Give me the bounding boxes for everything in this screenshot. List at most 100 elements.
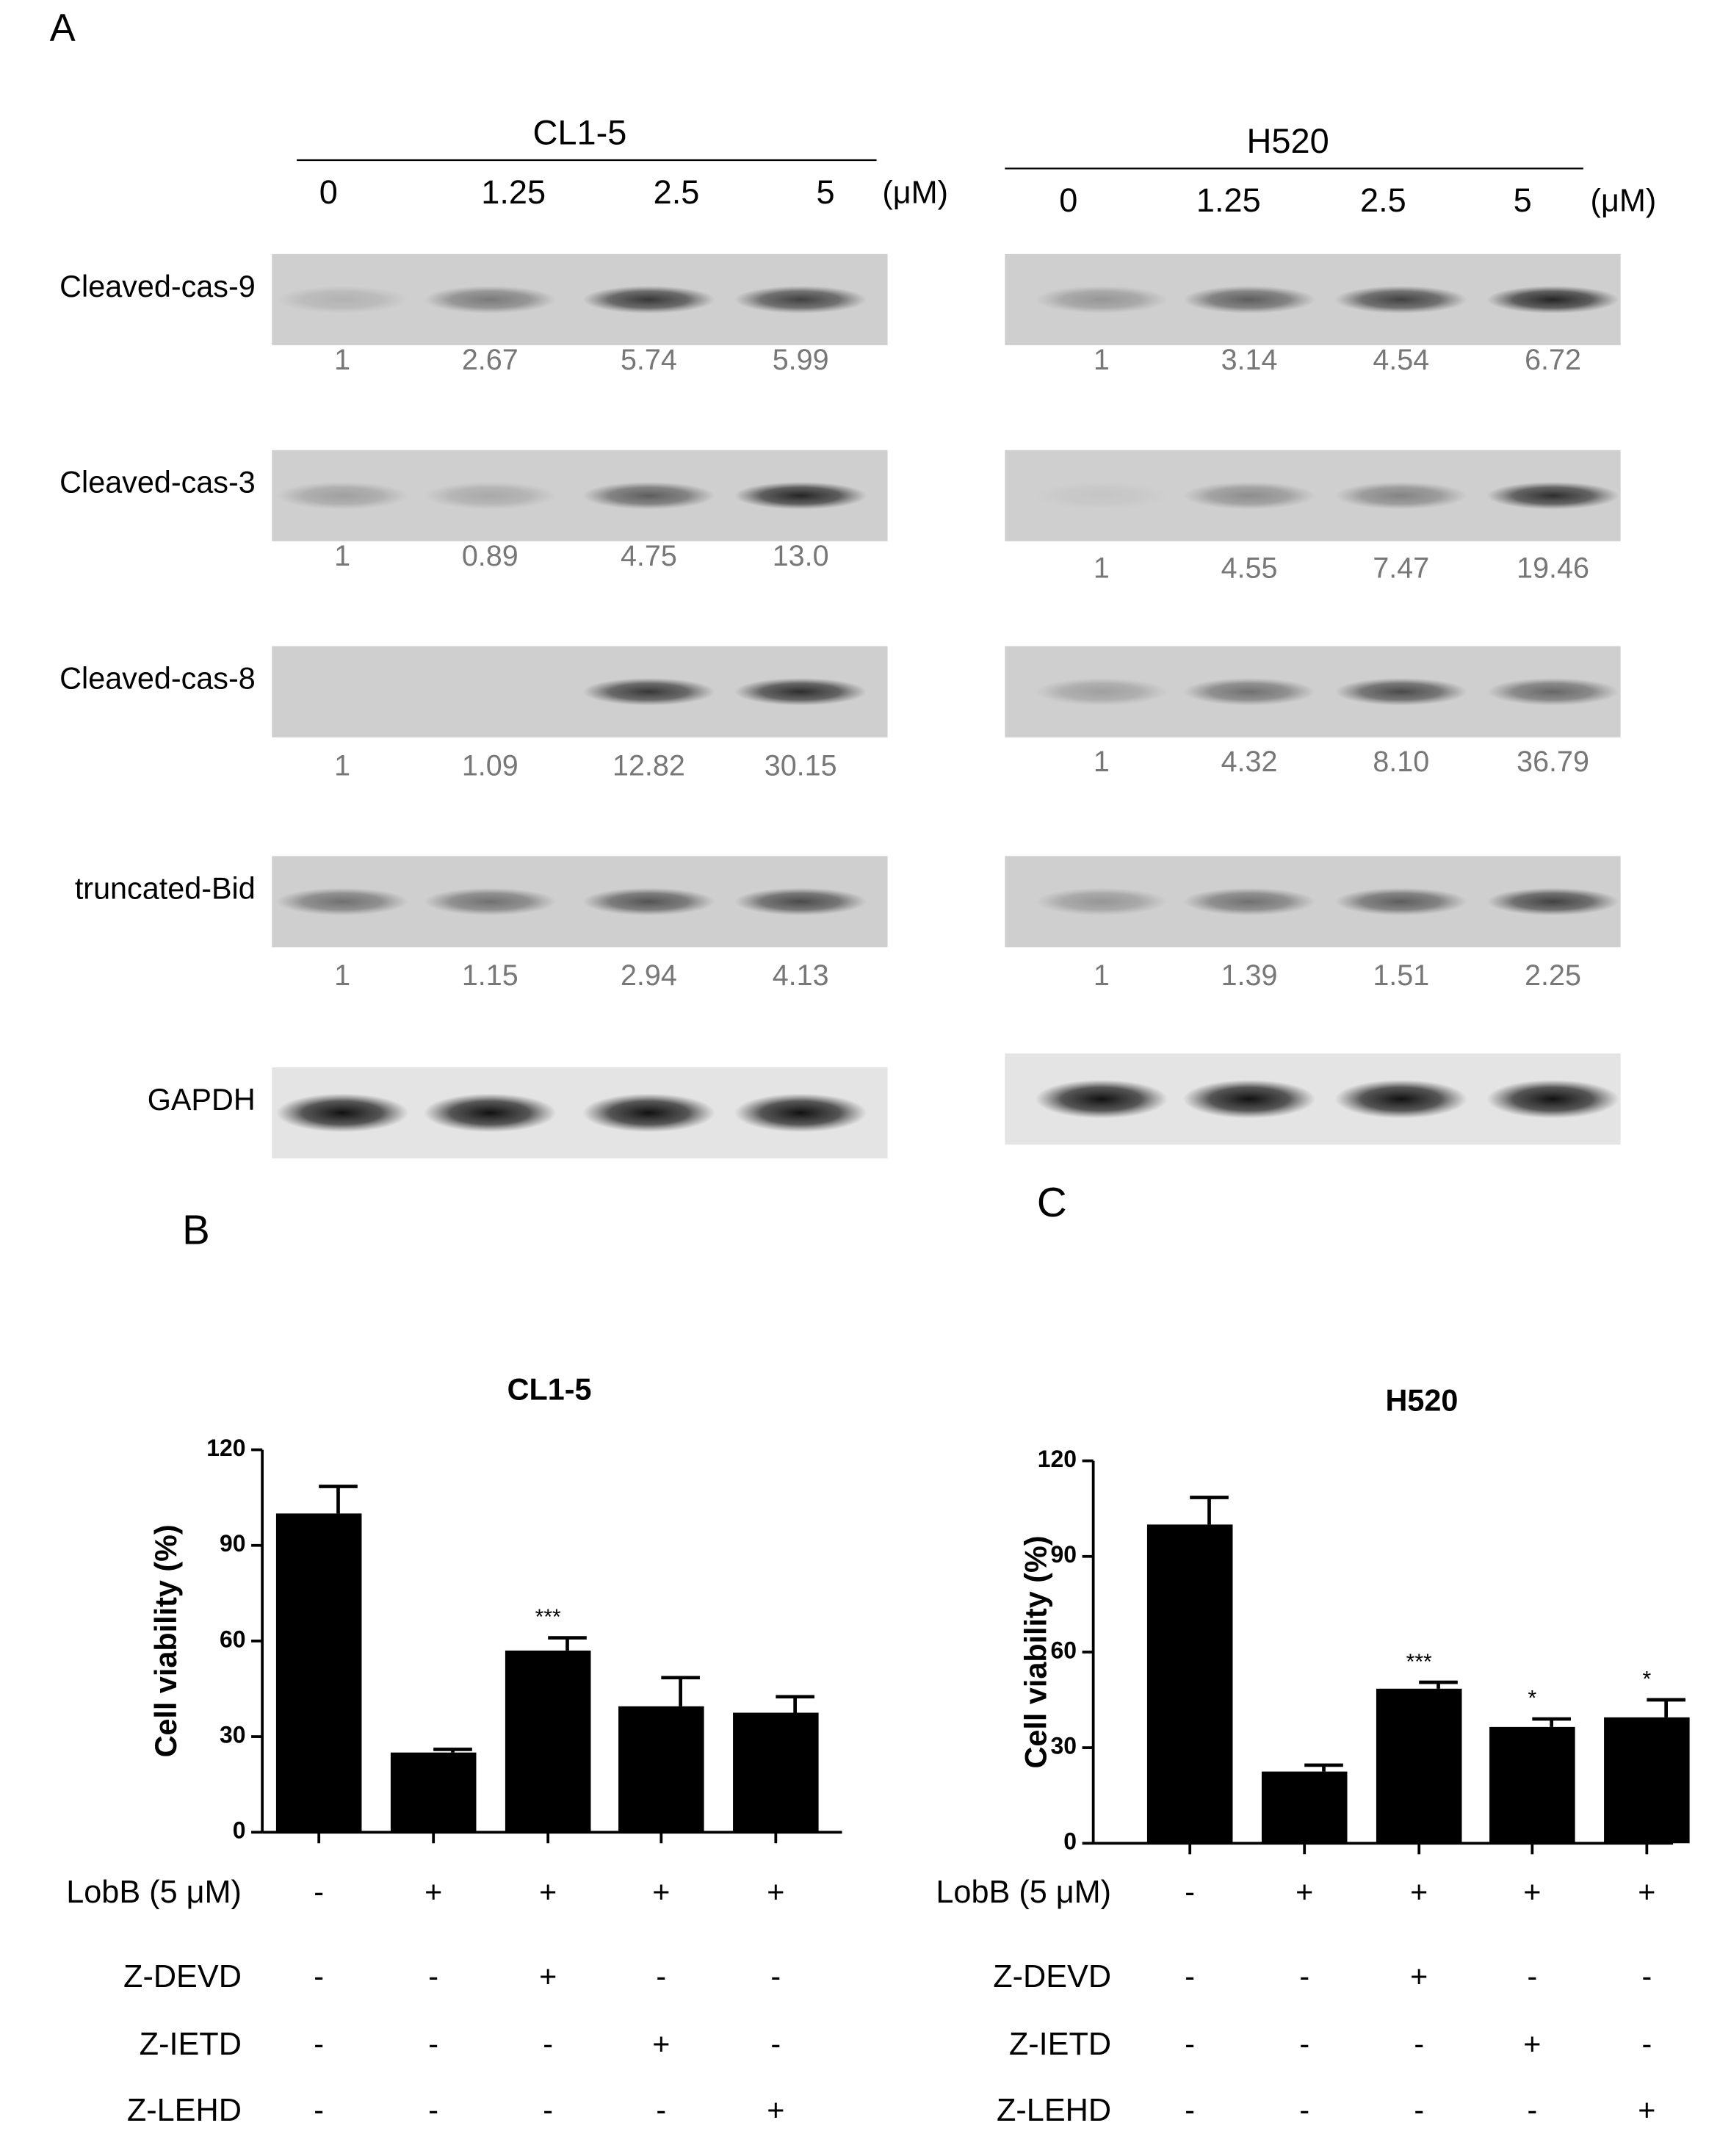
blot-band <box>1334 677 1467 706</box>
blot <box>272 450 888 541</box>
band-quantification: 1.51 <box>1373 959 1429 992</box>
blot-band <box>1182 677 1316 706</box>
blot-band <box>1182 286 1316 314</box>
treatment-sign: - <box>1414 2094 1424 2127</box>
treatment-sign: - <box>428 2027 438 2061</box>
blot <box>1005 1053 1621 1145</box>
error-bar <box>661 1676 700 1706</box>
band-quantification: 1.39 <box>1221 959 1278 992</box>
treatment-sign: - <box>543 2094 553 2127</box>
blot-band <box>734 1093 867 1133</box>
blot-band <box>424 1093 557 1133</box>
treatment-sign: + <box>1523 2027 1541 2061</box>
band-quantification: 13.0 <box>773 540 829 572</box>
significance-label: *** <box>535 1605 561 1629</box>
blot-band <box>734 677 867 706</box>
blot-row-label: Cleaved-cas-3 <box>59 466 256 500</box>
blot-band <box>734 887 867 916</box>
treatment-sign: + <box>767 1875 784 1909</box>
band-quantification: 1 <box>334 344 350 376</box>
blot <box>1005 253 1621 345</box>
concentration-unit: (μM) <box>882 175 948 210</box>
chart-title: CL1-5 <box>507 1373 592 1407</box>
treatment-sign: + <box>539 1875 557 1909</box>
blot-band <box>1486 887 1619 916</box>
error-bar <box>548 1636 587 1651</box>
y-tick-label: 120 <box>1038 1446 1077 1472</box>
treatment-sign: - <box>1185 2094 1195 2127</box>
concentration-label: 1.25 <box>1196 181 1261 219</box>
blot-band <box>582 677 715 706</box>
treatment-sign: + <box>424 1875 442 1909</box>
bar <box>618 1706 704 1833</box>
treatment-sign: - <box>1641 1959 1652 1993</box>
y-axis-label: Cell viability (%) <box>1019 1535 1052 1768</box>
treatment-sign: - <box>1414 2027 1424 2061</box>
treatment-sign: - <box>314 2094 324 2127</box>
bar <box>1489 1726 1575 1844</box>
band-quantification: 8.10 <box>1373 746 1429 778</box>
panel-label: A <box>50 6 76 49</box>
y-tick-label: 60 <box>220 1626 246 1652</box>
blot-band <box>1334 1079 1467 1119</box>
blot-band <box>1182 887 1316 916</box>
blot-row-label: truncated-Bid <box>75 871 256 905</box>
blot-band <box>582 286 715 314</box>
concentration-label: 5 <box>1514 181 1532 219</box>
band-quantification: 1 <box>1094 959 1110 992</box>
bar <box>1146 1524 1233 1844</box>
error-bar <box>776 1695 814 1713</box>
band-quantification: 4.55 <box>1221 552 1278 585</box>
blot-band <box>424 286 557 314</box>
error-bar <box>433 1748 472 1753</box>
blot-row-label: Cleaved-cas-8 <box>59 662 256 696</box>
treatment-sign: + <box>1638 2094 1655 2127</box>
treatment-sign: - <box>770 2027 781 2061</box>
treatment-sign: - <box>1641 2027 1652 2061</box>
treatment-sign: + <box>1410 1959 1428 1993</box>
blot <box>272 646 888 738</box>
bar <box>1376 1688 1462 1844</box>
y-tick-label: 120 <box>206 1435 245 1461</box>
concentration-label: 0 <box>319 173 338 211</box>
band-quantification: 5.74 <box>621 344 677 376</box>
y-tick-label: 90 <box>220 1530 246 1557</box>
panel-label: C <box>1037 1179 1067 1225</box>
blot-band <box>1334 286 1467 314</box>
concentration-label: 1.25 <box>481 173 546 211</box>
treatment-sign: - <box>656 2094 666 2127</box>
band-quantification: 30.15 <box>765 749 837 782</box>
blot-band <box>1182 1079 1316 1119</box>
blot-band <box>1486 286 1619 314</box>
y-tick-label: 90 <box>1051 1541 1077 1568</box>
treatment-sign: - <box>1185 1959 1195 1993</box>
band-quantification: 19.46 <box>1517 552 1589 585</box>
concentration-label: 2.5 <box>1360 181 1406 219</box>
band-quantification: 1 <box>334 749 350 782</box>
treatment-sign: - <box>656 1959 666 1993</box>
error-bar <box>1419 1680 1458 1689</box>
blot-band <box>582 481 715 510</box>
treatment-sign: - <box>314 1959 324 1993</box>
cell-line-title: CL1-5 <box>532 113 626 152</box>
bar <box>1261 1771 1348 1844</box>
significance-label: * <box>1528 1687 1536 1711</box>
blot <box>1005 450 1621 541</box>
blot-band <box>1035 286 1168 314</box>
band-quantification: 1.09 <box>462 749 518 782</box>
treatment-label: Z-LEHD <box>997 2093 1111 2128</box>
blot-band <box>1035 677 1168 706</box>
treatment-sign: - <box>1299 1959 1309 1993</box>
band-quantification: 7.47 <box>1373 552 1429 585</box>
bar <box>390 1752 477 1833</box>
bar <box>505 1650 591 1833</box>
band-quantification: 2.25 <box>1525 959 1581 992</box>
blot-row-label: GAPDH <box>148 1083 256 1117</box>
treatment-sign: - <box>543 2027 553 2061</box>
band-quantification: 1 <box>1094 344 1110 376</box>
treatment-sign: - <box>1527 2094 1537 2127</box>
blot-band <box>734 481 867 510</box>
treatment-sign: - <box>314 1875 324 1909</box>
treatment-sign: - <box>1185 2027 1195 2061</box>
